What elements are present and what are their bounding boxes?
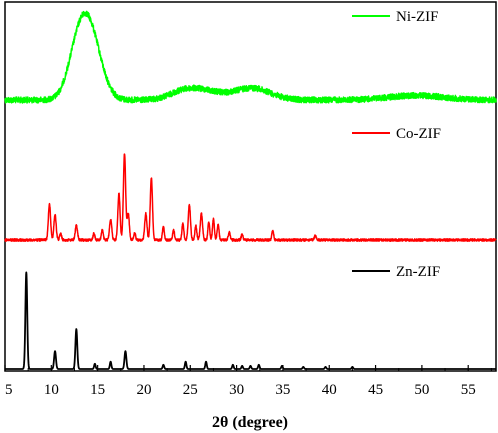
x-tick-label: 10 (44, 382, 59, 398)
x-tick-label: 50 (414, 382, 429, 398)
x-tick-label: 35 (275, 382, 290, 398)
legend-label-co-zif: Co-ZIF (396, 126, 441, 142)
x-tick-label: 5 (5, 382, 13, 398)
x-tick-label: 25 (183, 382, 198, 398)
x-tick-label: 40 (322, 382, 337, 398)
series-line-ni-zif (4, 10, 497, 104)
series-line-co-zif (4, 153, 497, 242)
x-tick-label: 20 (136, 382, 151, 398)
legend-layer: Ni-ZIF Co-ZIF Zn-ZIF (352, 9, 441, 280)
x-tick-label: 15 (90, 382, 105, 398)
series-layer (4, 10, 497, 370)
x-axis-ticks: 5 10 15 20 25 30 35 40 45 50 55 (4, 365, 492, 398)
x-tick-label: 55 (461, 382, 476, 398)
x-tick-label: 45 (368, 382, 383, 398)
x-axis-title: 2θ (degree) (212, 414, 288, 431)
series-line-zn-zif (4, 271, 497, 370)
legend-label-ni-zif: Ni-ZIF (396, 9, 439, 25)
legend-label-zn-zif: Zn-ZIF (396, 264, 440, 280)
x-tick-label: 30 (229, 382, 244, 398)
plot-frame (4, 1, 497, 372)
